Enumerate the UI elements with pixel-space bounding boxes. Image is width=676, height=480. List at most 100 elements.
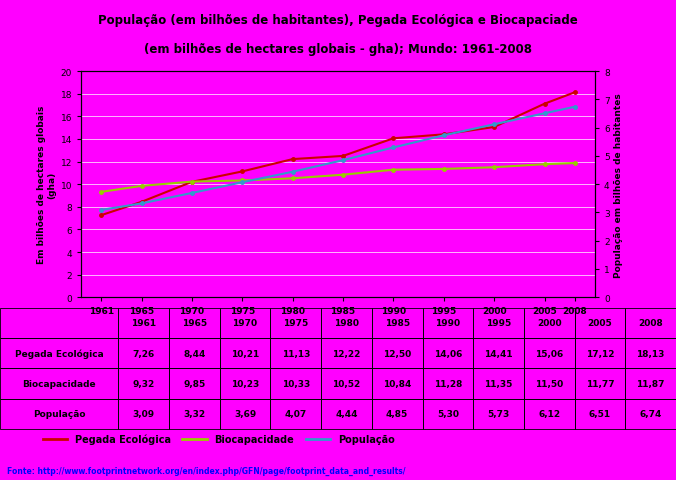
Bar bbox=[422, 399, 473, 429]
Bar bbox=[422, 369, 473, 399]
Text: 9,32: 9,32 bbox=[132, 379, 155, 388]
Text: 1961: 1961 bbox=[131, 319, 156, 328]
Bar bbox=[625, 338, 676, 369]
Text: 1975: 1975 bbox=[283, 319, 308, 328]
Bar bbox=[473, 369, 524, 399]
Bar bbox=[220, 308, 270, 338]
Text: 7,26: 7,26 bbox=[132, 349, 155, 358]
Bar bbox=[0, 308, 118, 338]
Bar bbox=[118, 399, 169, 429]
Text: 4,44: 4,44 bbox=[335, 409, 358, 419]
Bar bbox=[220, 399, 270, 429]
Bar bbox=[0, 399, 118, 429]
Text: 8,44: 8,44 bbox=[183, 349, 206, 358]
Text: Biocapacidade: Biocapacidade bbox=[22, 379, 96, 388]
Bar bbox=[220, 338, 270, 369]
Bar bbox=[473, 338, 524, 369]
Text: 11,50: 11,50 bbox=[535, 379, 563, 388]
Text: 1970: 1970 bbox=[233, 319, 258, 328]
Bar bbox=[524, 399, 575, 429]
Text: 1990: 1990 bbox=[435, 319, 460, 328]
Text: 6,51: 6,51 bbox=[589, 409, 611, 419]
Text: Fonte: http://www.footprintnetwork.org/en/index.php/GFN/page/footprint_data_and_: Fonte: http://www.footprintnetwork.org/e… bbox=[7, 466, 405, 475]
Text: 12,22: 12,22 bbox=[333, 349, 360, 358]
Bar bbox=[524, 369, 575, 399]
Bar bbox=[220, 369, 270, 399]
Bar bbox=[473, 308, 524, 338]
Bar bbox=[118, 308, 169, 338]
Bar bbox=[524, 308, 575, 338]
Bar bbox=[321, 308, 372, 338]
Text: 17,12: 17,12 bbox=[585, 349, 614, 358]
Bar bbox=[321, 399, 372, 429]
Text: 4,85: 4,85 bbox=[386, 409, 408, 419]
Text: 10,84: 10,84 bbox=[383, 379, 411, 388]
Text: 1995: 1995 bbox=[486, 319, 511, 328]
Text: 3,69: 3,69 bbox=[234, 409, 256, 419]
Bar bbox=[169, 369, 220, 399]
Bar bbox=[270, 338, 321, 369]
Text: 11,28: 11,28 bbox=[434, 379, 462, 388]
Bar bbox=[270, 369, 321, 399]
Text: 9,85: 9,85 bbox=[183, 379, 206, 388]
Bar bbox=[422, 308, 473, 338]
Y-axis label: População em bilhões de habitantes: População em bilhões de habitantes bbox=[614, 93, 623, 277]
Text: 11,13: 11,13 bbox=[282, 349, 310, 358]
Bar bbox=[372, 308, 422, 338]
Bar bbox=[0, 369, 118, 399]
Text: 3,32: 3,32 bbox=[183, 409, 206, 419]
Text: 5,30: 5,30 bbox=[437, 409, 459, 419]
Bar bbox=[625, 369, 676, 399]
Text: 10,21: 10,21 bbox=[231, 349, 259, 358]
Bar bbox=[524, 338, 575, 369]
Bar bbox=[575, 308, 625, 338]
Text: 10,23: 10,23 bbox=[231, 379, 259, 388]
Text: 18,13: 18,13 bbox=[637, 349, 665, 358]
Bar bbox=[0, 338, 118, 369]
Text: 12,50: 12,50 bbox=[383, 349, 411, 358]
Text: 10,52: 10,52 bbox=[333, 379, 360, 388]
Bar bbox=[372, 369, 422, 399]
Bar bbox=[625, 308, 676, 338]
Bar bbox=[575, 399, 625, 429]
Text: 14,06: 14,06 bbox=[434, 349, 462, 358]
Bar bbox=[575, 369, 625, 399]
Bar bbox=[270, 399, 321, 429]
Text: 6,12: 6,12 bbox=[538, 409, 560, 419]
Text: 2008: 2008 bbox=[638, 319, 663, 328]
Bar bbox=[270, 308, 321, 338]
Text: 2000: 2000 bbox=[537, 319, 562, 328]
Text: 6,74: 6,74 bbox=[639, 409, 662, 419]
Bar bbox=[321, 338, 372, 369]
Bar bbox=[422, 338, 473, 369]
Text: 11,77: 11,77 bbox=[585, 379, 614, 388]
Bar bbox=[625, 399, 676, 429]
Text: 11,35: 11,35 bbox=[485, 379, 512, 388]
Text: 10,33: 10,33 bbox=[282, 379, 310, 388]
Bar bbox=[118, 369, 169, 399]
Y-axis label: Em bilhões de hectares globais
(gha): Em bilhões de hectares globais (gha) bbox=[37, 106, 56, 264]
Text: 3,09: 3,09 bbox=[132, 409, 155, 419]
Text: 4,07: 4,07 bbox=[285, 409, 307, 419]
Text: 5,73: 5,73 bbox=[487, 409, 510, 419]
Bar bbox=[169, 399, 220, 429]
Text: 14,41: 14,41 bbox=[484, 349, 513, 358]
Bar bbox=[372, 338, 422, 369]
Bar bbox=[169, 308, 220, 338]
Text: 1980: 1980 bbox=[334, 319, 359, 328]
Bar bbox=[169, 338, 220, 369]
Text: 11,87: 11,87 bbox=[636, 379, 665, 388]
Text: (em bilhões de hectares globais - gha); Mundo: 1961-2008: (em bilhões de hectares globais - gha); … bbox=[144, 43, 532, 56]
Text: 15,06: 15,06 bbox=[535, 349, 563, 358]
Text: 1965: 1965 bbox=[182, 319, 207, 328]
Bar bbox=[321, 369, 372, 399]
Text: População: População bbox=[33, 409, 85, 419]
Text: 1985: 1985 bbox=[385, 319, 410, 328]
Bar bbox=[118, 338, 169, 369]
Text: 2005: 2005 bbox=[587, 319, 612, 328]
Legend: Pegada Ecológica, Biocapacidade, População: Pegada Ecológica, Biocapacidade, Populaç… bbox=[39, 430, 399, 448]
Text: Pegada Ecológica: Pegada Ecológica bbox=[15, 349, 103, 358]
Bar bbox=[372, 399, 422, 429]
Bar bbox=[575, 338, 625, 369]
Text: População (em bilhões de habitantes), Pegada Ecológica e Biocapaciade: População (em bilhões de habitantes), Pe… bbox=[98, 14, 578, 27]
